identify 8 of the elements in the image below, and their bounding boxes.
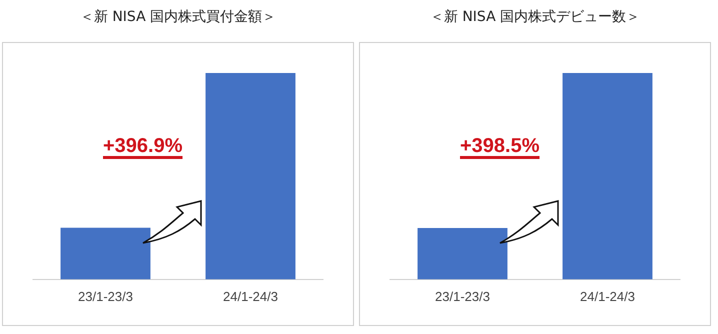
x-tick-label: 23/1-23/3: [435, 288, 490, 304]
chart-title: ＜新 NISA 国内株式買付金額＞: [78, 8, 278, 26]
annotation: +396.9%: [103, 135, 183, 158]
chart-title: ＜新 NISA 国内株式デビュー数＞: [428, 8, 642, 26]
x-tick-label: 24/1-24/3: [223, 288, 278, 304]
x-tick-label: 23/1-23/3: [78, 288, 133, 304]
x-tick-label: 24/1-24/3: [580, 288, 635, 304]
annotation: +398.5%: [460, 135, 540, 158]
